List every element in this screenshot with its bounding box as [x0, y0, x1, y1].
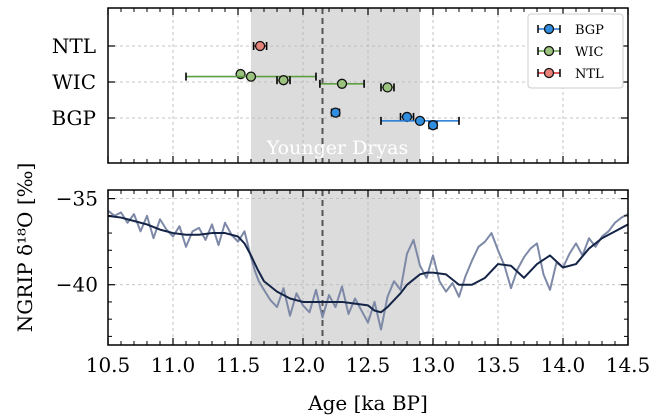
- data-point: [336, 78, 348, 89]
- legend-label: NTL: [575, 67, 604, 82]
- x-axis-title: Age [ka BP]: [307, 391, 428, 415]
- series-bgp: [330, 107, 460, 131]
- x-tick-label: 12.0: [281, 353, 326, 377]
- series-smoothed-line: [107, 214, 629, 314]
- category-label-bgp: BGP: [51, 106, 96, 130]
- legend-label: WIC: [575, 45, 603, 60]
- panel-top: Younger Dryas NTL WIC BGP BGP WIC NTL: [51, 7, 629, 164]
- legend-marker: [543, 45, 555, 57]
- series-ntl: [252, 40, 268, 52]
- legend: BGP WIC NTL: [527, 13, 624, 89]
- category-labels: NTL WIC BGP: [51, 34, 96, 130]
- data-point: [330, 107, 341, 118]
- y-tick-label: −35: [56, 187, 98, 211]
- legend-item-wic: WIC: [537, 45, 603, 60]
- panel-bottom: 10.5 11.0 11.5 12.0 12.5 13.0 13.5 14.0 14.5 −35…: [13, 163, 650, 415]
- x-tick-label: 12.5: [346, 353, 391, 377]
- data-point: [254, 40, 266, 52]
- x-tick-labels: 10.5 11.0 11.5 12.0 12.5 13.0 13.5 14.0 14.5: [86, 353, 651, 377]
- younger-dryas-label: Younger Dryas: [266, 137, 408, 159]
- legend-marker: [543, 23, 555, 35]
- x-tick-label: 11.0: [151, 353, 196, 377]
- data-point: [278, 75, 289, 86]
- data-point: [414, 115, 426, 127]
- y-tick-labels: −35 −40: [56, 187, 98, 297]
- data-point: [245, 71, 257, 82]
- bottom-grid: [108, 190, 628, 345]
- x-tick-label: 13.5: [476, 353, 521, 377]
- x-tick-label: 14.5: [606, 353, 651, 377]
- bottom-ticks: [107, 190, 629, 345]
- y-tick-label: −40: [56, 273, 98, 297]
- category-label-ntl: NTL: [52, 34, 96, 58]
- x-tick-label: 13.0: [411, 353, 456, 377]
- data-point: [401, 111, 413, 123]
- legend-item-ntl: NTL: [537, 67, 604, 82]
- legend-label: BGP: [575, 23, 604, 38]
- top-ticks: [107, 8, 629, 163]
- x-tick-label: 10.5: [86, 353, 131, 377]
- x-tick-label: 14.0: [541, 353, 586, 377]
- category-label-wic: WIC: [52, 70, 96, 94]
- data-point: [382, 82, 393, 93]
- legend-marker: [543, 67, 555, 79]
- x-tick-label: 11.5: [216, 353, 261, 377]
- top-markers: [185, 40, 460, 131]
- data-point: [427, 120, 439, 131]
- younger-dryas-shading-bottom: [251, 190, 420, 345]
- series-wic: [185, 68, 395, 93]
- legend-item-bgp: BGP: [537, 23, 604, 38]
- series-raw-line: [107, 209, 629, 331]
- y-axis-title: NGRIP δ¹⁸O [‰]: [13, 163, 37, 333]
